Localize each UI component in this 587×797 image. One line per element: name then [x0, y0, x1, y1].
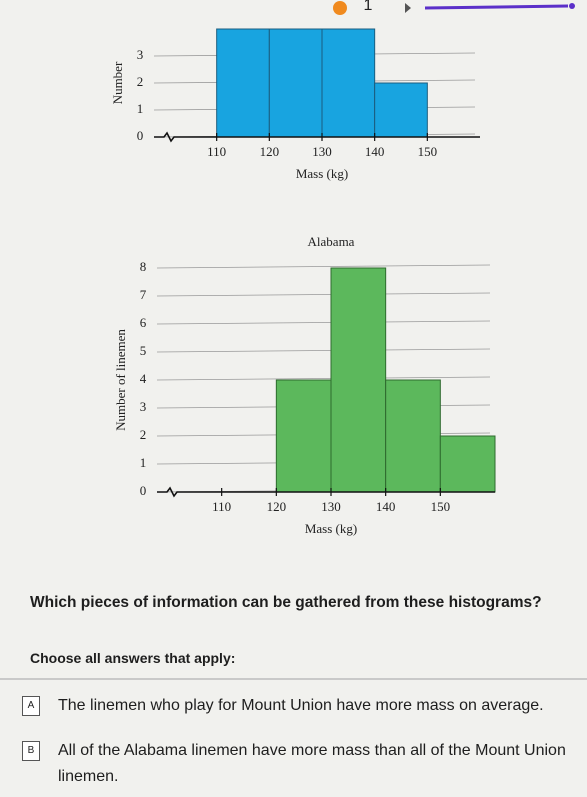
charts: 1 0 1 2 3 110 120 130 140 150 Mass (kg) Number 0 1 2 3… — [110, 0, 575, 536]
x-tick-label: 150 — [418, 144, 438, 159]
bar — [321, 28, 376, 138]
x-tick-label: 150 — [431, 499, 451, 514]
bar — [385, 379, 441, 493]
grid-line — [156, 320, 491, 325]
bar — [216, 28, 270, 138]
choice-letter: A — [22, 696, 40, 716]
x-tick-label: 130 — [312, 144, 332, 159]
grid-line — [156, 376, 491, 381]
y-tick-label: 1 — [140, 455, 147, 470]
bar — [275, 379, 332, 493]
y-tick-label: 0 — [137, 128, 144, 143]
x-axis-label: Mass (kg) — [296, 166, 348, 181]
grid-line — [156, 264, 491, 269]
y-tick-label: 2 — [137, 74, 144, 89]
choice-letter: B — [22, 741, 40, 761]
y-tick-label: 5 — [140, 343, 147, 358]
grid-line — [156, 292, 491, 297]
chart-title: Alabama — [308, 234, 355, 249]
grid-line — [156, 348, 491, 353]
x-tick-label: 120 — [267, 499, 287, 514]
x-tick-label: 110 — [207, 144, 226, 159]
y-tick-label: 7 — [140, 287, 147, 302]
y-axis-label: Number of linemen — [113, 329, 128, 431]
instruction: Choose all answers that apply: — [30, 650, 236, 666]
play-icon — [405, 3, 411, 13]
x-tick-label: 140 — [376, 499, 396, 514]
y-tick-label: 6 — [140, 315, 147, 330]
progress-end — [569, 3, 575, 9]
axis-break — [154, 131, 480, 143]
y-tick-label: 0 — [140, 483, 147, 498]
y-tick-label: 2 — [140, 427, 147, 442]
question: Which pieces of information can be gathe… — [30, 594, 542, 611]
bar — [439, 435, 496, 493]
y-tick-label: 3 — [140, 399, 147, 414]
y-tick-label: 1 — [137, 101, 144, 116]
axis-break — [157, 486, 495, 498]
progress-bar — [424, 4, 569, 10]
progress-dot — [333, 1, 347, 15]
y-tick-label: 3 — [137, 47, 144, 62]
bar — [330, 267, 387, 493]
divider — [0, 678, 587, 680]
x-tick-label: 120 — [260, 144, 280, 159]
y-axis-label: Number — [110, 61, 125, 104]
choice-text: All of the Alabama linemen have more mas… — [58, 742, 566, 785]
bar — [374, 82, 428, 138]
y-tick-label: 4 — [140, 371, 147, 386]
x-axis-label: Mass (kg) — [305, 521, 357, 536]
question-number: 1 — [364, 0, 373, 14]
y-tick-label: 8 — [140, 259, 147, 274]
x-tick-label: 110 — [212, 499, 231, 514]
choice-text: The linemen who play for Mount Union hav… — [58, 697, 544, 714]
x-tick-label: 130 — [321, 499, 341, 514]
x-tick-label: 140 — [365, 144, 385, 159]
bar — [268, 28, 323, 138]
